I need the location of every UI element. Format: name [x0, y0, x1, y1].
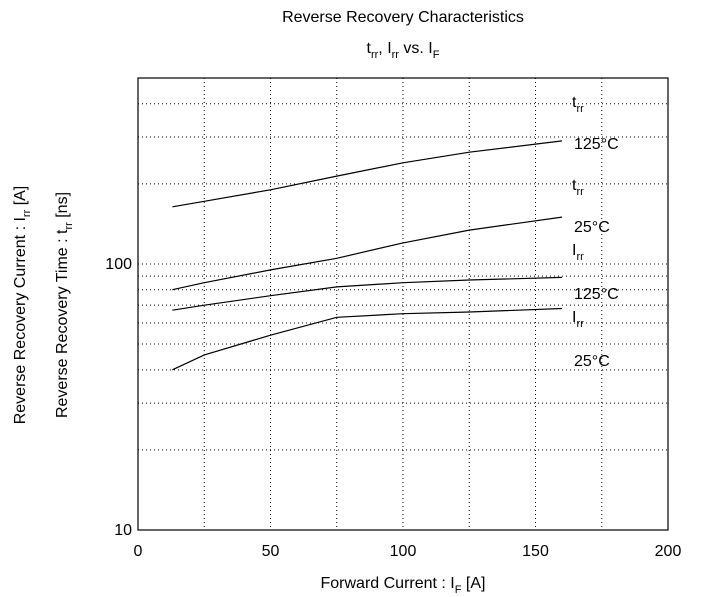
subscript: rr	[63, 222, 75, 230]
series-label: Irr	[572, 242, 584, 263]
x-tick-label: 100	[390, 543, 417, 560]
subscript: rr	[576, 186, 584, 198]
text-part: [A]	[461, 575, 485, 592]
text-part: Forward Current : I	[320, 575, 454, 592]
subscript: rr	[576, 103, 584, 115]
y-axis-label: Reverse Recovery Time : trr [ns]	[54, 192, 75, 418]
series-label: trr	[572, 177, 584, 198]
chart-subtitle: trr, Irr vs. IF	[367, 40, 440, 61]
series-label: Irr	[572, 309, 584, 330]
x-tick-label: 150	[522, 543, 549, 560]
text-part: I	[572, 242, 576, 259]
series-condition: 25°C	[574, 219, 610, 236]
text-part: [ns]	[54, 192, 71, 222]
text-part: Reverse Recovery Time : t	[54, 229, 71, 418]
series-line	[172, 140, 563, 208]
y-tick-label: 10	[114, 522, 132, 539]
series-label: trr	[572, 94, 584, 115]
text-part: t	[572, 94, 577, 111]
series-condition: 125°C	[574, 286, 619, 303]
text-part: Reverse Recovery Current : I	[12, 217, 29, 424]
x-tick-label: 50	[262, 543, 280, 560]
subscript: rr	[576, 251, 584, 263]
series-condition: 25°C	[574, 353, 610, 370]
subscript: rr	[392, 49, 400, 61]
chart-title: Reverse Recovery Characteristics	[282, 9, 524, 26]
text-part: t	[367, 40, 372, 57]
series-line	[172, 276, 563, 311]
subscript: F	[455, 584, 462, 596]
x-tick-label: 200	[655, 543, 682, 560]
x-tick-label: 0	[134, 543, 143, 560]
y-axis-label: Reverse Recovery Current : Irr [A]	[12, 186, 33, 425]
x-axis-label: Forward Current : IF [A]	[320, 575, 485, 596]
subscript: rr	[371, 49, 379, 61]
text-part: I	[572, 309, 576, 326]
text-part: , I	[378, 40, 391, 57]
series-line	[172, 307, 563, 371]
subscript: rr	[576, 318, 584, 330]
text-part: t	[572, 177, 577, 194]
series-condition: 125°C	[574, 136, 619, 153]
subscript: rr	[21, 209, 33, 217]
subscript: F	[433, 49, 440, 61]
y-tick-label: 100	[105, 256, 132, 273]
text-part: vs. I	[399, 40, 433, 57]
text-part: [A]	[12, 186, 29, 210]
series-line	[172, 216, 563, 291]
